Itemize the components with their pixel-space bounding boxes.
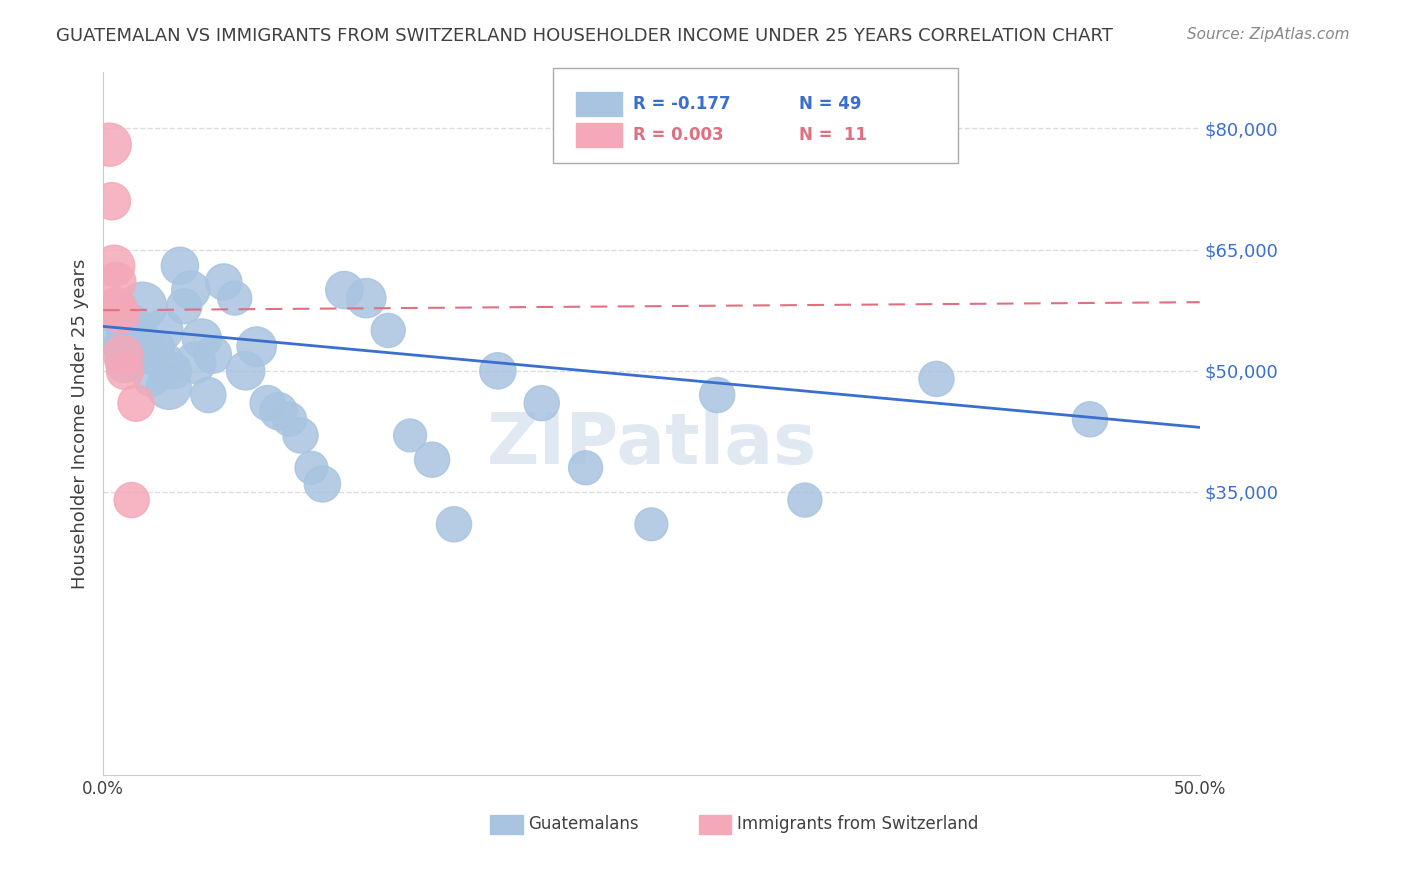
Point — [114, 364, 136, 378]
Point — [235, 364, 257, 378]
Point — [101, 194, 124, 209]
Text: N = 49: N = 49 — [800, 95, 862, 113]
Point — [121, 493, 143, 508]
Point — [146, 340, 169, 354]
Point — [197, 388, 219, 402]
Point — [111, 315, 134, 329]
Point — [256, 396, 278, 410]
Point — [224, 291, 246, 305]
Point — [114, 340, 136, 354]
Point — [575, 460, 598, 475]
Point — [212, 275, 235, 289]
Point — [290, 428, 312, 442]
Point — [162, 364, 184, 378]
Point — [420, 452, 443, 467]
Point — [1078, 412, 1101, 426]
Point — [486, 364, 509, 378]
Point — [121, 348, 143, 362]
Point — [267, 404, 290, 418]
Point — [356, 291, 378, 305]
Point — [399, 428, 422, 442]
Point — [150, 323, 173, 337]
Point — [333, 283, 356, 297]
Point — [301, 460, 323, 475]
Y-axis label: Householder Income Under 25 years: Householder Income Under 25 years — [72, 258, 89, 589]
Point — [125, 340, 148, 354]
Point — [793, 493, 815, 508]
Point — [122, 315, 145, 329]
Point — [180, 283, 202, 297]
Point — [110, 307, 132, 321]
Point — [107, 299, 129, 313]
FancyBboxPatch shape — [575, 123, 621, 147]
Point — [98, 137, 121, 152]
Point — [443, 517, 465, 532]
Point — [925, 372, 948, 386]
Point — [201, 348, 224, 362]
Point — [105, 299, 128, 313]
Point — [103, 259, 125, 273]
Text: GUATEMALAN VS IMMIGRANTS FROM SWITZERLAND HOUSEHOLDER INCOME UNDER 25 YEARS CORR: GUATEMALAN VS IMMIGRANTS FROM SWITZERLAN… — [56, 27, 1114, 45]
Point — [311, 477, 333, 491]
Text: Source: ZipAtlas.com: Source: ZipAtlas.com — [1187, 27, 1350, 42]
Point — [105, 275, 128, 289]
Point — [530, 396, 553, 410]
FancyBboxPatch shape — [575, 93, 621, 116]
Point — [103, 323, 125, 337]
Text: Immigrants from Switzerland: Immigrants from Switzerland — [737, 815, 979, 833]
FancyBboxPatch shape — [491, 815, 523, 834]
Text: N =  11: N = 11 — [800, 126, 868, 145]
Point — [640, 517, 662, 532]
Point — [114, 356, 136, 370]
Point — [191, 332, 214, 346]
Point — [153, 356, 176, 370]
Point — [706, 388, 728, 402]
Point — [157, 380, 180, 394]
Point — [278, 412, 301, 426]
Text: ZIPatlas: ZIPatlas — [486, 410, 817, 479]
Point — [107, 340, 129, 354]
Point — [111, 348, 134, 362]
Point — [169, 259, 191, 273]
Point — [125, 396, 148, 410]
Point — [184, 356, 207, 370]
Point — [141, 372, 163, 386]
Text: R = 0.003: R = 0.003 — [633, 126, 723, 145]
Text: Guatemalans: Guatemalans — [529, 815, 640, 833]
Point — [136, 348, 159, 362]
Point — [118, 332, 141, 346]
Point — [173, 299, 195, 313]
Point — [110, 307, 132, 321]
FancyBboxPatch shape — [553, 69, 959, 163]
FancyBboxPatch shape — [699, 815, 731, 834]
Text: R = -0.177: R = -0.177 — [633, 95, 730, 113]
Point — [377, 323, 399, 337]
Point — [131, 299, 153, 313]
Point — [246, 340, 269, 354]
